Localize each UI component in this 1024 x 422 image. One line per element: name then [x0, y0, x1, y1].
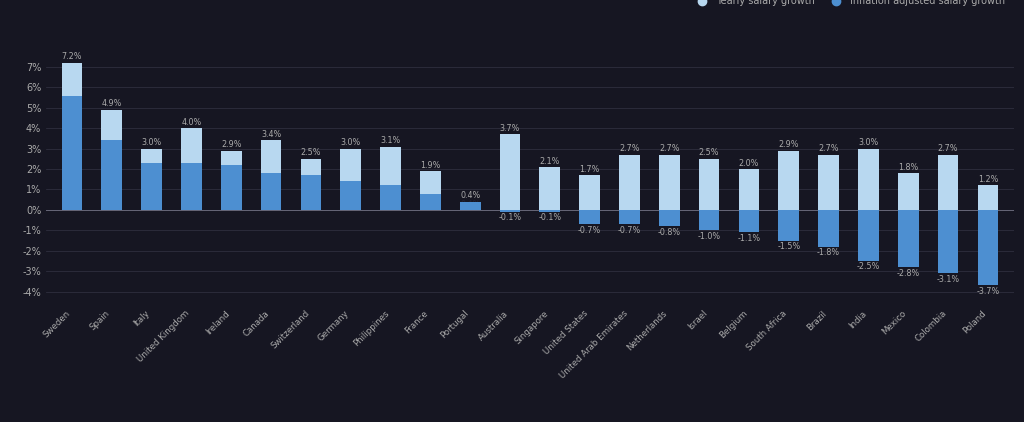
Bar	[460, 202, 480, 210]
Text: 0.4%: 0.4%	[460, 191, 480, 200]
Bar	[858, 210, 879, 261]
Text: -0.8%: -0.8%	[657, 228, 681, 237]
Text: 0.8%: 0.8%	[420, 200, 440, 209]
Text: -2.5%: -2.5%	[857, 262, 880, 271]
Bar	[620, 210, 640, 224]
Text: 2.5%: 2.5%	[698, 149, 720, 157]
Bar	[181, 163, 202, 210]
Text: 1.7%: 1.7%	[580, 165, 600, 174]
Text: 3.4%: 3.4%	[101, 200, 122, 209]
Text: 2.1%: 2.1%	[540, 157, 560, 165]
Text: 1.8%: 1.8%	[898, 163, 919, 172]
Text: 2.9%: 2.9%	[778, 140, 799, 149]
Bar	[500, 210, 520, 212]
Text: 4.0%: 4.0%	[181, 118, 202, 127]
Text: 2.5%: 2.5%	[301, 149, 322, 157]
Text: -3.7%: -3.7%	[976, 287, 999, 296]
Bar	[261, 173, 282, 210]
Bar	[61, 63, 82, 210]
Bar	[818, 155, 839, 210]
Text: -0.1%: -0.1%	[539, 214, 561, 222]
Text: 3.4%: 3.4%	[261, 130, 282, 139]
Bar	[301, 159, 322, 210]
Text: 3.0%: 3.0%	[858, 138, 879, 147]
Bar	[301, 175, 322, 210]
Bar	[938, 210, 958, 273]
Bar	[738, 169, 760, 210]
Bar	[580, 210, 600, 224]
Bar	[620, 155, 640, 210]
Bar	[141, 163, 162, 210]
Bar	[221, 151, 242, 210]
Text: 2.7%: 2.7%	[818, 144, 839, 153]
Text: -1.5%: -1.5%	[777, 242, 801, 251]
Text: 3.7%: 3.7%	[500, 124, 520, 133]
Text: 2.9%: 2.9%	[221, 140, 242, 149]
Bar	[540, 210, 560, 212]
Bar	[101, 110, 122, 210]
Text: 0.4%: 0.4%	[460, 200, 480, 209]
Bar	[938, 155, 958, 210]
Bar	[818, 210, 839, 247]
Bar	[778, 210, 799, 241]
Text: 2.3%: 2.3%	[181, 200, 202, 209]
Bar	[500, 134, 520, 210]
Bar	[540, 167, 560, 210]
Bar	[698, 159, 720, 210]
Text: 2.0%: 2.0%	[738, 159, 759, 168]
Bar	[898, 173, 919, 210]
Bar	[420, 194, 440, 210]
Bar	[340, 181, 361, 210]
Text: 2.7%: 2.7%	[938, 144, 958, 153]
Text: 1.9%: 1.9%	[420, 161, 440, 170]
Text: 3.0%: 3.0%	[341, 138, 360, 147]
Text: 2.2%: 2.2%	[221, 200, 242, 209]
Text: 1.2%: 1.2%	[978, 175, 998, 184]
Text: 2.7%: 2.7%	[659, 144, 680, 153]
Text: 3.1%: 3.1%	[381, 136, 400, 145]
Text: 7.2%: 7.2%	[61, 52, 82, 62]
Text: -1.1%: -1.1%	[737, 234, 761, 243]
Bar	[778, 151, 799, 210]
Bar	[101, 141, 122, 210]
Bar	[420, 171, 440, 210]
Bar	[659, 210, 680, 226]
Text: 5.6%: 5.6%	[61, 200, 82, 209]
Bar	[738, 210, 760, 233]
Text: 3.0%: 3.0%	[141, 138, 162, 147]
Bar	[580, 175, 600, 210]
Bar	[898, 210, 919, 267]
Text: 1.8%: 1.8%	[261, 200, 282, 209]
Text: -3.1%: -3.1%	[937, 275, 959, 284]
Bar	[858, 149, 879, 210]
Bar	[978, 185, 998, 210]
Bar	[261, 141, 282, 210]
Text: 1.2%: 1.2%	[380, 200, 400, 209]
Legend: Yearly salary growth, Inflation adjusted salary growth: Yearly salary growth, Inflation adjusted…	[689, 0, 1009, 10]
Text: 2.3%: 2.3%	[141, 200, 162, 209]
Text: -1.0%: -1.0%	[697, 232, 721, 241]
Bar	[181, 128, 202, 210]
Bar	[380, 146, 401, 210]
Bar	[978, 210, 998, 285]
Bar	[340, 149, 361, 210]
Text: 4.9%: 4.9%	[101, 100, 122, 108]
Bar	[221, 165, 242, 210]
Bar	[659, 155, 680, 210]
Text: -2.8%: -2.8%	[897, 268, 920, 278]
Text: 1.7%: 1.7%	[301, 200, 322, 209]
Text: -1.8%: -1.8%	[817, 248, 840, 257]
Bar	[460, 202, 480, 210]
Text: -0.7%: -0.7%	[617, 226, 641, 235]
Text: 1.4%: 1.4%	[341, 200, 360, 209]
Text: -0.7%: -0.7%	[578, 226, 601, 235]
Bar	[698, 210, 720, 230]
Bar	[380, 185, 401, 210]
Bar	[61, 95, 82, 210]
Bar	[141, 149, 162, 210]
Text: 2.7%: 2.7%	[620, 144, 640, 153]
Text: -0.1%: -0.1%	[499, 214, 521, 222]
